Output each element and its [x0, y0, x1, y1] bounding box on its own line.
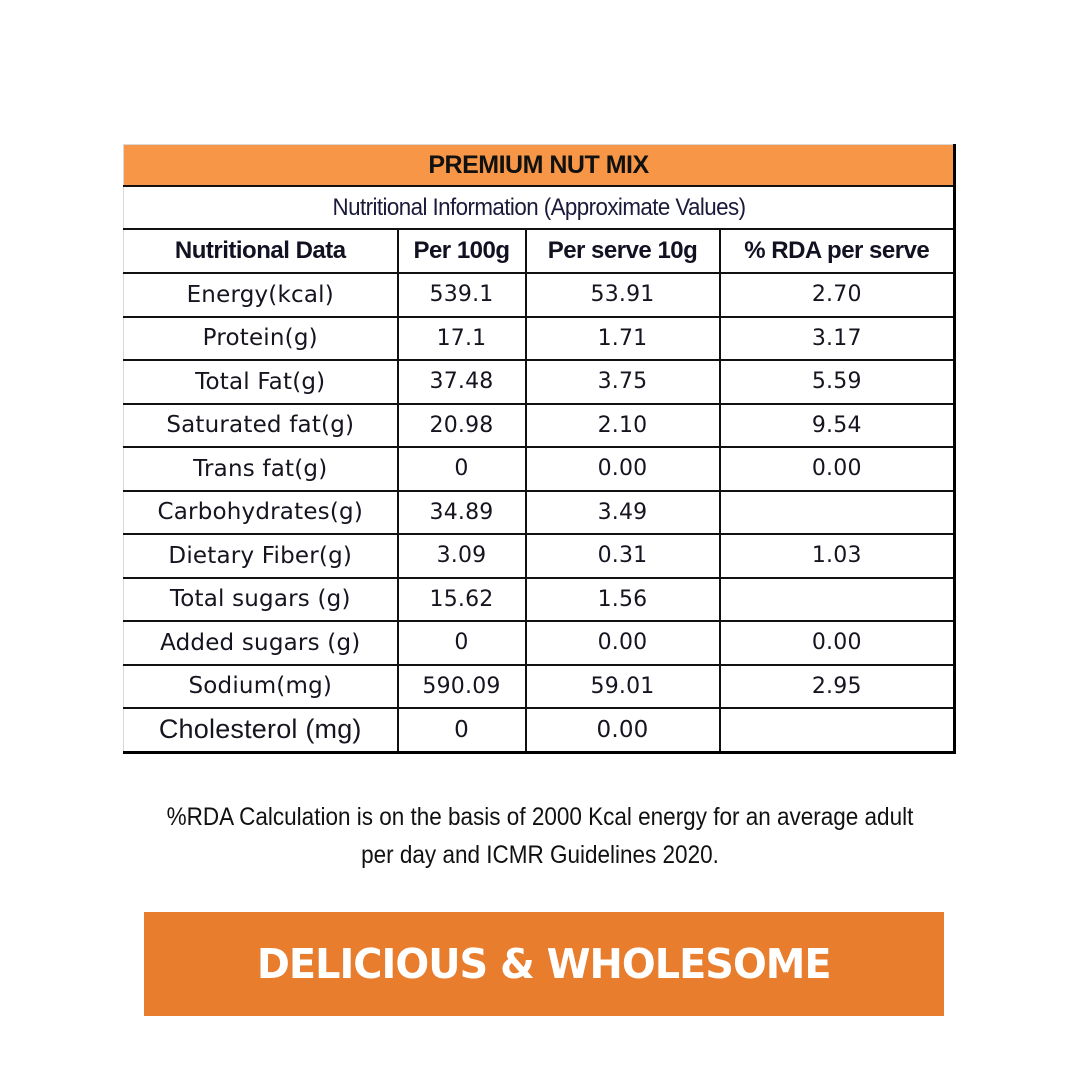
row-label: Cholesterol (mg) [123, 707, 399, 753]
product-title: PREMIUM NUT MIX [123, 144, 956, 187]
rda-value: 0.00 [718, 446, 956, 492]
tagline-banner: DELICIOUS & WHOLESOME [144, 912, 944, 1016]
row-label: Protein(g) [123, 315, 399, 361]
rda-footnote: %RDA Calculation is on the basis of 2000… [100, 798, 980, 874]
per-serve-value: 59.01 [524, 663, 721, 709]
per-100g-value: 0 [396, 446, 527, 492]
column-header-nutritional-data: Nutritional Data [123, 228, 399, 274]
table-row: Dietary Fiber(g) 3.09 0.31 1.03 [123, 533, 956, 579]
row-label: Dietary Fiber(g) [123, 533, 399, 579]
nutrition-table: PREMIUM NUT MIX Nutritional Information … [123, 144, 957, 754]
per-serve-value: 2.10 [524, 402, 721, 448]
row-label: Saturated fat(g) [123, 402, 399, 448]
per-serve-value: 0.00 [524, 446, 721, 492]
per-serve-value: 1.56 [524, 576, 721, 622]
per-100g-value: 0 [396, 620, 527, 666]
per-100g-value: 3.09 [396, 533, 527, 579]
table-row: Protein(g) 17.1 1.71 3.17 [123, 315, 956, 361]
rda-value: 5.59 [718, 359, 956, 405]
table-row: Total Fat(g) 37.48 3.75 5.59 [123, 359, 956, 405]
table-row: Sodium(mg) 590.09 59.01 2.95 [123, 663, 956, 709]
per-serve-value: 0.00 [524, 707, 721, 753]
rda-value: 1.03 [718, 533, 956, 579]
table-subtitle-row: Nutritional Information (Approximate Val… [123, 185, 956, 230]
row-label: Carbohydrates(g) [123, 489, 399, 535]
per-100g-value: 20.98 [396, 402, 527, 448]
per-100g-value: 37.48 [396, 359, 527, 405]
rda-value: 9.54 [718, 402, 956, 448]
rda-value [718, 489, 956, 535]
footnote-line-1: %RDA Calculation is on the basis of 2000… [166, 803, 914, 831]
row-label: Trans fat(g) [123, 446, 399, 492]
column-header-per-serve: Per serve 10g [524, 228, 721, 274]
table-row: Carbohydrates(g) 34.89 3.49 [123, 489, 956, 535]
per-serve-value: 1.71 [524, 315, 721, 361]
rda-value: 2.95 [718, 663, 956, 709]
per-serve-value: 53.91 [524, 272, 721, 318]
table-row: Saturated fat(g) 20.98 2.10 9.54 [123, 402, 956, 448]
rda-value: 0.00 [718, 620, 956, 666]
rda-value: 2.70 [718, 272, 956, 318]
row-label: Total sugars (g) [123, 576, 399, 622]
row-label: Added sugars (g) [123, 620, 399, 666]
table-subtitle-text: Nutritional Information (Approximate Val… [332, 193, 746, 221]
per-serve-value: 3.75 [524, 359, 721, 405]
column-header-rda: % RDA per serve [718, 228, 956, 274]
rda-value [718, 707, 956, 753]
tagline-text: DELICIOUS & WHOLESOME [257, 940, 832, 988]
per-100g-value: 590.09 [396, 663, 527, 709]
footnote-line-2: per day and ICMR Guidelines 2020. [361, 841, 719, 869]
row-label: Total Fat(g) [123, 359, 399, 405]
per-serve-value: 3.49 [524, 489, 721, 535]
rda-value: 3.17 [718, 315, 956, 361]
per-100g-value: 539.1 [396, 272, 527, 318]
column-header-per-100g: Per 100g [396, 228, 527, 274]
row-label: Sodium(mg) [123, 663, 399, 709]
table-subtitle: Nutritional Information (Approximate Val… [123, 185, 956, 230]
per-serve-value: 0.00 [524, 620, 721, 666]
table-row: Energy(kcal) 539.1 53.91 2.70 [123, 272, 956, 318]
table-row: Added sugars (g) 0 0.00 0.00 [123, 620, 956, 666]
per-100g-value: 34.89 [396, 489, 527, 535]
column-header-row: Nutritional Data Per 100g Per serve 10g … [123, 228, 956, 274]
per-100g-value: 17.1 [396, 315, 527, 361]
per-100g-value: 15.62 [396, 576, 527, 622]
per-serve-value: 0.31 [524, 533, 721, 579]
table-row: Total sugars (g) 15.62 1.56 [123, 576, 956, 622]
table-row: Trans fat(g) 0 0.00 0.00 [123, 446, 956, 492]
row-label: Energy(kcal) [123, 272, 399, 318]
rda-value [718, 576, 956, 622]
per-100g-value: 0 [396, 707, 527, 753]
table-title-row: PREMIUM NUT MIX [123, 144, 956, 187]
table-row: Cholesterol (mg) 0 0.00 [123, 707, 956, 753]
